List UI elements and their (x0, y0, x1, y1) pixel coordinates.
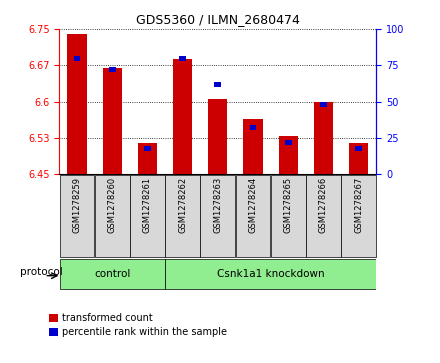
Text: GSM1278266: GSM1278266 (319, 177, 328, 233)
Text: GSM1278264: GSM1278264 (249, 177, 257, 233)
Bar (73, 56, 81, 61)
Bar (355, 146, 362, 151)
Text: GSM1278261: GSM1278261 (143, 177, 152, 233)
FancyBboxPatch shape (341, 175, 376, 257)
Bar (320, 102, 327, 107)
Bar (243, 119, 263, 174)
Bar (208, 99, 227, 174)
Text: GSM1278263: GSM1278263 (213, 177, 222, 233)
Text: protocol: protocol (20, 268, 63, 277)
Bar (144, 146, 151, 151)
Text: Csnk1a1 knockdown: Csnk1a1 knockdown (217, 269, 324, 279)
Bar (285, 140, 292, 145)
Bar (349, 143, 368, 174)
Text: GSM1278259: GSM1278259 (73, 177, 81, 233)
Bar (249, 125, 257, 130)
Text: control: control (94, 269, 130, 279)
Text: GSM1278265: GSM1278265 (284, 177, 293, 233)
Bar (138, 143, 157, 174)
FancyBboxPatch shape (306, 175, 341, 257)
Bar (314, 102, 333, 174)
FancyBboxPatch shape (271, 175, 306, 257)
FancyBboxPatch shape (165, 175, 200, 257)
Bar (67, 34, 87, 174)
Text: GSM1278260: GSM1278260 (108, 177, 117, 233)
FancyBboxPatch shape (59, 259, 165, 289)
Bar (109, 67, 116, 72)
FancyBboxPatch shape (95, 175, 130, 257)
Text: GSM1278262: GSM1278262 (178, 177, 187, 233)
FancyBboxPatch shape (165, 259, 376, 289)
Bar (173, 59, 192, 174)
Bar (279, 135, 298, 174)
Bar (214, 82, 221, 87)
FancyBboxPatch shape (130, 175, 165, 257)
FancyBboxPatch shape (235, 175, 271, 257)
Legend: transformed count, percentile rank within the sample: transformed count, percentile rank withi… (49, 313, 227, 337)
FancyBboxPatch shape (59, 175, 95, 257)
Bar (103, 68, 122, 174)
Title: GDS5360 / ILMN_2680474: GDS5360 / ILMN_2680474 (136, 13, 300, 26)
Text: GSM1278267: GSM1278267 (354, 177, 363, 233)
Bar (179, 56, 186, 61)
FancyBboxPatch shape (200, 175, 235, 257)
